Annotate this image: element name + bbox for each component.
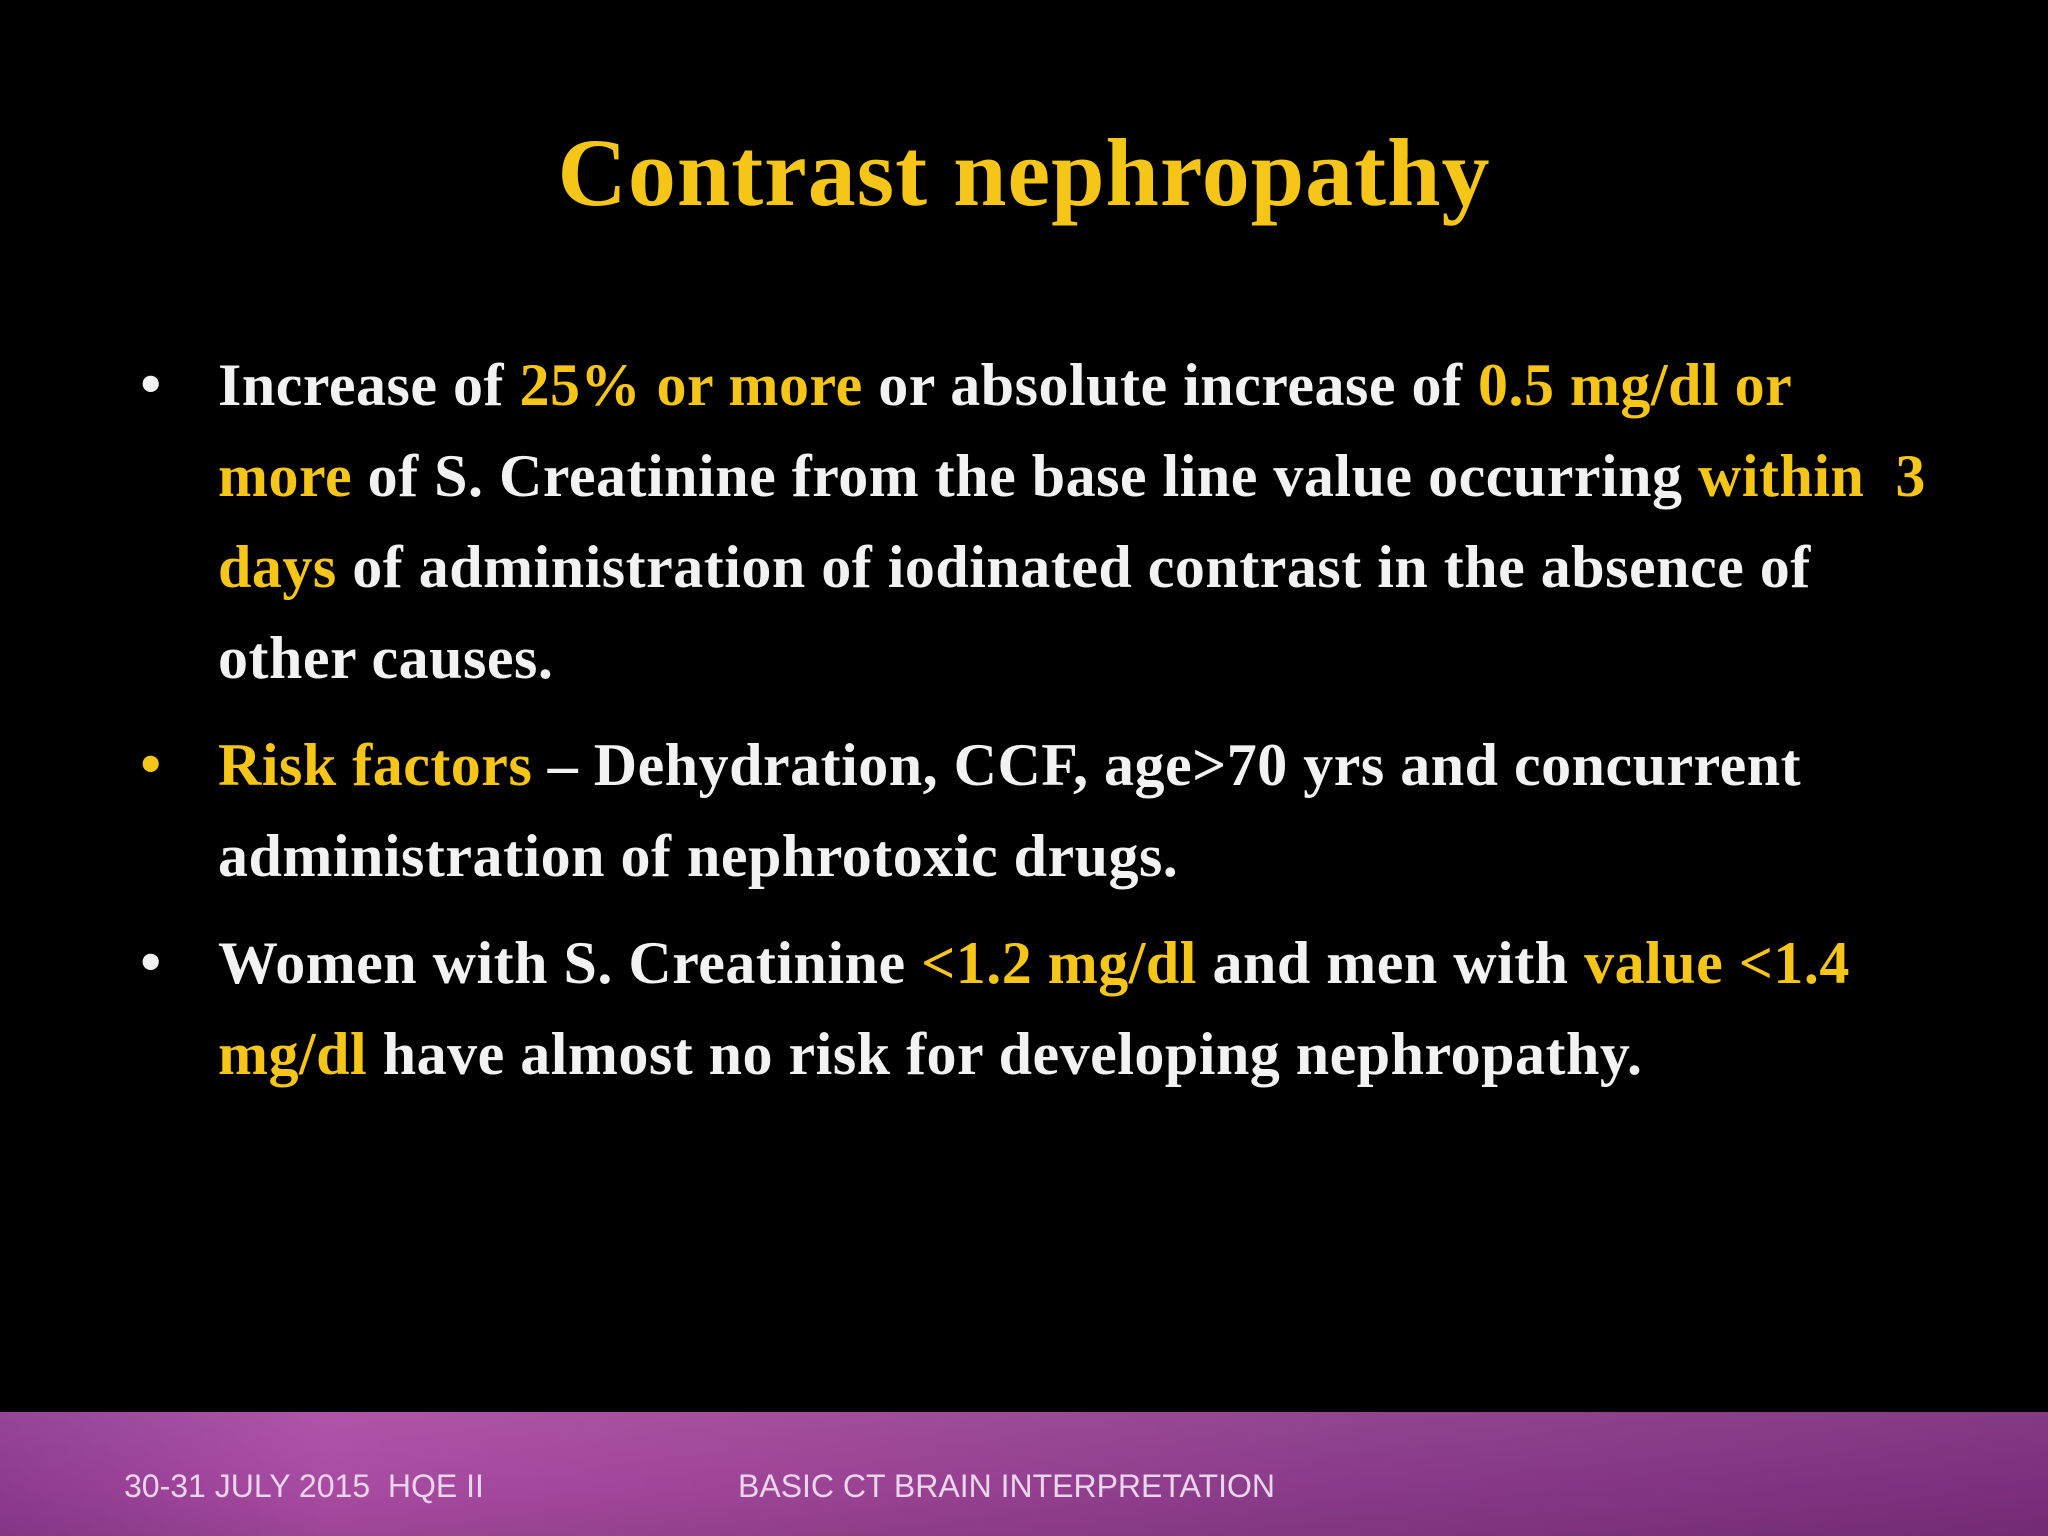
slide-title: Contrast nephropathy xyxy=(557,119,1491,226)
highlight-segment: 0.5 mg/dl or more xyxy=(218,352,1792,509)
text-segment: have almost no risk for developing nephr… xyxy=(367,1021,1643,1087)
highlight-segment: <1.2 mg/dl xyxy=(921,930,1197,996)
bullet-text: Increase of 25% or more or absolute incr… xyxy=(218,352,1941,691)
footer-date-label: 30-31 JULY 2015 HQE II xyxy=(124,1468,484,1504)
text-segment: – Dehydration, CCF, age>70 yrs and concu… xyxy=(218,732,1802,889)
highlight-segment: within 3 days xyxy=(218,443,1942,600)
bullet-text: Women with S. Creatinine <1.2 mg/dl and … xyxy=(218,930,1850,1087)
text-segment: of administration of iodinated contrast … xyxy=(218,534,1811,691)
highlight-segment: Risk factors xyxy=(218,732,533,798)
footer-shine xyxy=(0,1412,2048,1536)
text-segment: of S. Creatinine from the base line valu… xyxy=(352,443,1698,509)
highlight-segment: 25% or more xyxy=(519,352,863,418)
text-segment: and men with xyxy=(1196,930,1585,996)
footer-band: 30-31 JULY 2015 HQE II BASIC CT BRAIN IN… xyxy=(0,1412,2048,1536)
bullet-item-low-risk-thresholds: • Women with S. Creatinine <1.2 mg/dl an… xyxy=(130,918,1930,1100)
bullet-text: Risk factors – Dehydration, CCF, age>70 … xyxy=(218,732,1801,889)
footer-presentation-title: BASIC CT BRAIN INTERPRETATION xyxy=(738,1468,1275,1504)
bullet-marker: • xyxy=(136,358,166,412)
bullet-item-contrast-definition: • Increase of 25% or more or absolute in… xyxy=(130,340,1930,704)
bullet-list: • Increase of 25% or more or absolute in… xyxy=(130,340,1930,1116)
bullet-marker: • xyxy=(136,936,166,990)
highlight-segment: value <1.4 mg/dl xyxy=(218,930,1850,1087)
bullet-marker: • xyxy=(136,738,166,792)
text-segment: Women with S. Creatinine xyxy=(218,930,922,996)
text-segment: or absolute increase of xyxy=(862,352,1478,418)
bullet-item-risk-factors: • Risk factors – Dehydration, CCF, age>7… xyxy=(130,720,1930,902)
text-segment: Increase of xyxy=(218,352,520,418)
